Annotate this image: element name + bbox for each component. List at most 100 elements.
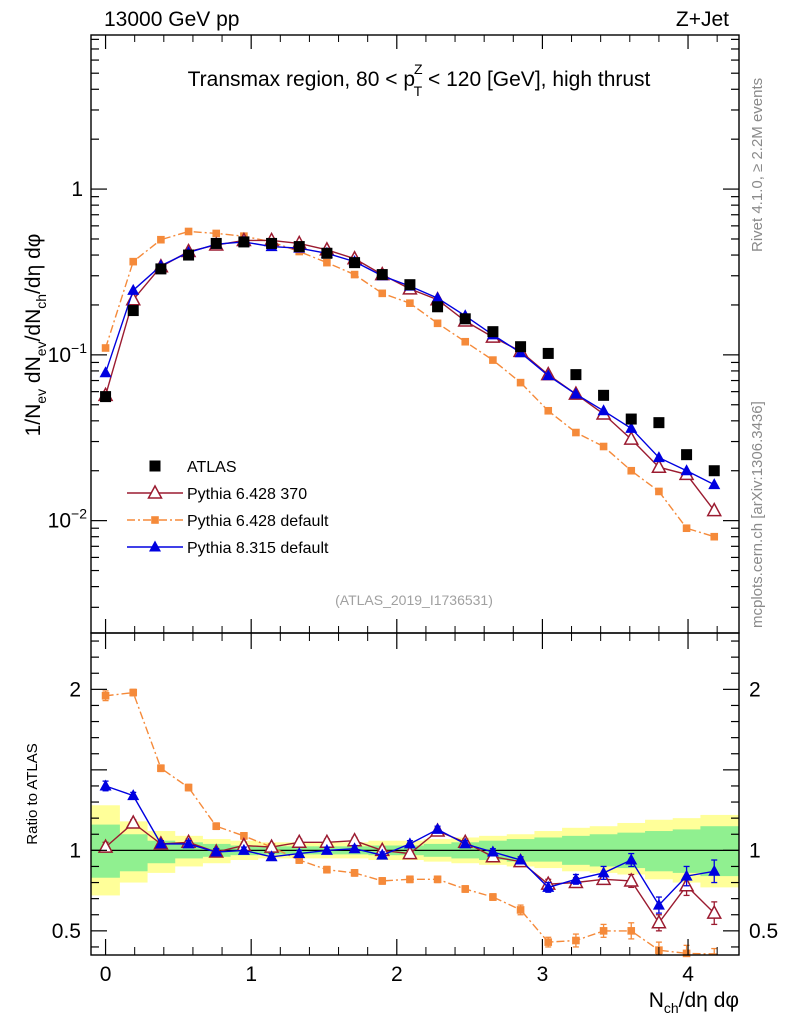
data-point-atlas [238, 236, 250, 248]
rivet-label: Rivet 4.1.0, ≥ 2.2M events [749, 78, 766, 252]
data-point-pythia-6-428-default [599, 442, 608, 451]
legend-marker [151, 516, 159, 524]
ratio-point-pythia-6-428-default [599, 927, 608, 935]
mcplots-label: mcplots.cern.ch [arXiv:1306.3436] [749, 401, 766, 628]
ratio-point-pythia-8-315-default [320, 843, 333, 855]
main-ytick-label-base: 10 [48, 344, 71, 367]
data-point-pythia-8-315-default [597, 404, 610, 416]
data-point-pythia-6-428-default [516, 378, 525, 387]
data-point-pythia-6-428-default [710, 532, 719, 541]
ratio-point-pythia-6-428-default [129, 688, 138, 697]
data-point-atlas [155, 263, 167, 275]
data-point-atlas [542, 347, 554, 359]
ratio-point-pythia-6-428-370 [651, 914, 667, 929]
ratio-xtick-label: 0 [100, 963, 112, 986]
data-point-pythia-8-315-default [99, 366, 112, 378]
series-line-pythia-8-315-default [104, 241, 715, 486]
main-plot-ylabel: 1/Nev dNev/dNch/dη dφ [22, 234, 49, 437]
data-point-pythia-8-315-default [708, 478, 721, 490]
data-point-atlas [266, 237, 278, 249]
ratio-plot-data [97, 688, 723, 958]
series-pythia-8-315-default [99, 235, 721, 490]
ratio-plot-axes: 2 2 1 1 0.5 0.5 0 1 2 3 4 [52, 633, 778, 986]
legend-marker [149, 460, 161, 472]
data-point-atlas [376, 269, 388, 281]
ratio-point-pythia-8-315-default [708, 864, 721, 876]
data-point-atlas [459, 313, 471, 325]
main-ytick-label: 10−1 [48, 340, 88, 367]
ratio-point-pythia-8-315-default [569, 872, 582, 884]
ratio-point-pythia-6-428-370 [402, 844, 418, 860]
ratio-point-pythia-6-428-370 [97, 838, 114, 853]
data-point-pythia-6-428-default [433, 319, 442, 328]
ratio-point-pythia-6-428-370 [706, 904, 723, 919]
ratio-point-pythia-6-428-default [157, 764, 165, 773]
data-point-pythia-6-428-370 [651, 458, 667, 473]
data-point-atlas [487, 326, 499, 338]
series-atlas [100, 236, 720, 477]
data-point-atlas [127, 305, 139, 317]
ratio-point-pythia-6-428-370 [291, 833, 307, 849]
data-point-atlas [293, 241, 305, 253]
data-point-pythia-6-428-default [544, 406, 553, 415]
data-point-atlas [404, 279, 416, 291]
ratio-xtick-label: 2 [391, 963, 403, 986]
main-plot-panel: 110−110−2 Transmax region, 80 < pZ T < 12… [22, 34, 740, 634]
data-point-pythia-6-428-default [655, 487, 663, 496]
ratio-xtick-label: 3 [537, 963, 549, 986]
ratio-point-pythia-8-315-default [625, 853, 638, 865]
ratio-ytick-label-right: 1 [749, 839, 761, 862]
data-point-atlas [183, 249, 195, 261]
ratio-point-pythia-8-315-default [514, 853, 527, 865]
ratio-plot-xlabel: Nch/dη dφ [649, 989, 739, 1016]
data-point-pythia-6-428-default [682, 524, 691, 533]
ratio-point-pythia-8-315-default [154, 837, 167, 849]
legend-marker [147, 484, 163, 499]
ratio-xtick-label: 4 [682, 963, 694, 986]
ratio-plot-ylabel: Ratio to ATLAS [24, 743, 41, 844]
ratio-point-pythia-6-428-370 [623, 872, 640, 887]
data-point-pythia-6-428-default [461, 337, 470, 346]
data-point-pythia-6-428-default [323, 258, 331, 267]
data-point-pythia-8-315-default [680, 464, 693, 476]
legend-label: Pythia 8.315 default [187, 540, 329, 557]
ratio-point-pythia-6-428-default [212, 822, 221, 830]
legend-entry-pythia-8-315-default: Pythia 8.315 default [127, 540, 329, 557]
ratio-ytick-label-right: 0.5 [749, 920, 778, 943]
ratio-point-pythia-8-315-default [403, 837, 416, 849]
ratio-point-pythia-6-428-default [240, 832, 248, 840]
data-point-atlas [653, 417, 665, 429]
ratio-point-pythia-8-315-default [680, 869, 693, 881]
data-point-atlas [625, 413, 637, 425]
ratio-point-pythia-6-428-default [544, 938, 553, 946]
main-ytick-label-base: 10 [48, 510, 71, 533]
data-point-atlas [681, 449, 693, 461]
main-plot-title: Transmax region, 80 < pZ T < 120 [GeV], h… [188, 61, 651, 99]
ratio-uncertainty-bands [91, 805, 740, 896]
data-point-pythia-6-428-default [378, 289, 387, 298]
data-point-atlas [210, 237, 222, 249]
ratio-ytick-label-right: 2 [749, 678, 761, 701]
data-point-pythia-6-428-default [572, 428, 580, 437]
stat-uncertainty-band [534, 837, 563, 862]
ratio-point-pythia-8-315-default [459, 837, 472, 849]
data-point-pythia-6-428-default [157, 235, 165, 244]
ratio-point-pythia-8-315-default [99, 779, 112, 791]
ratio-point-pythia-6-428-default [682, 949, 691, 958]
data-point-pythia-6-428-default [101, 344, 110, 352]
ratio-point-pythia-8-315-default [265, 850, 278, 862]
data-point-atlas [598, 389, 610, 401]
ratio-xtick-label: 1 [245, 963, 257, 986]
stat-uncertainty-band [119, 834, 148, 872]
main-ytick-label-exp: −1 [71, 340, 87, 356]
data-point-pythia-8-315-default [652, 451, 665, 463]
ratio-point-pythia-6-428-default [489, 893, 497, 901]
ratio-point-pythia-8-315-default [237, 843, 250, 855]
main-ytick-label: 10−2 [48, 506, 88, 533]
header-right: Z+Jet [676, 8, 729, 31]
ratio-point-pythia-8-315-default [127, 789, 140, 801]
ratio-point-pythia-6-428-default [378, 877, 387, 885]
legend-marker [149, 540, 161, 552]
ratio-point-pythia-8-315-default [542, 880, 555, 892]
